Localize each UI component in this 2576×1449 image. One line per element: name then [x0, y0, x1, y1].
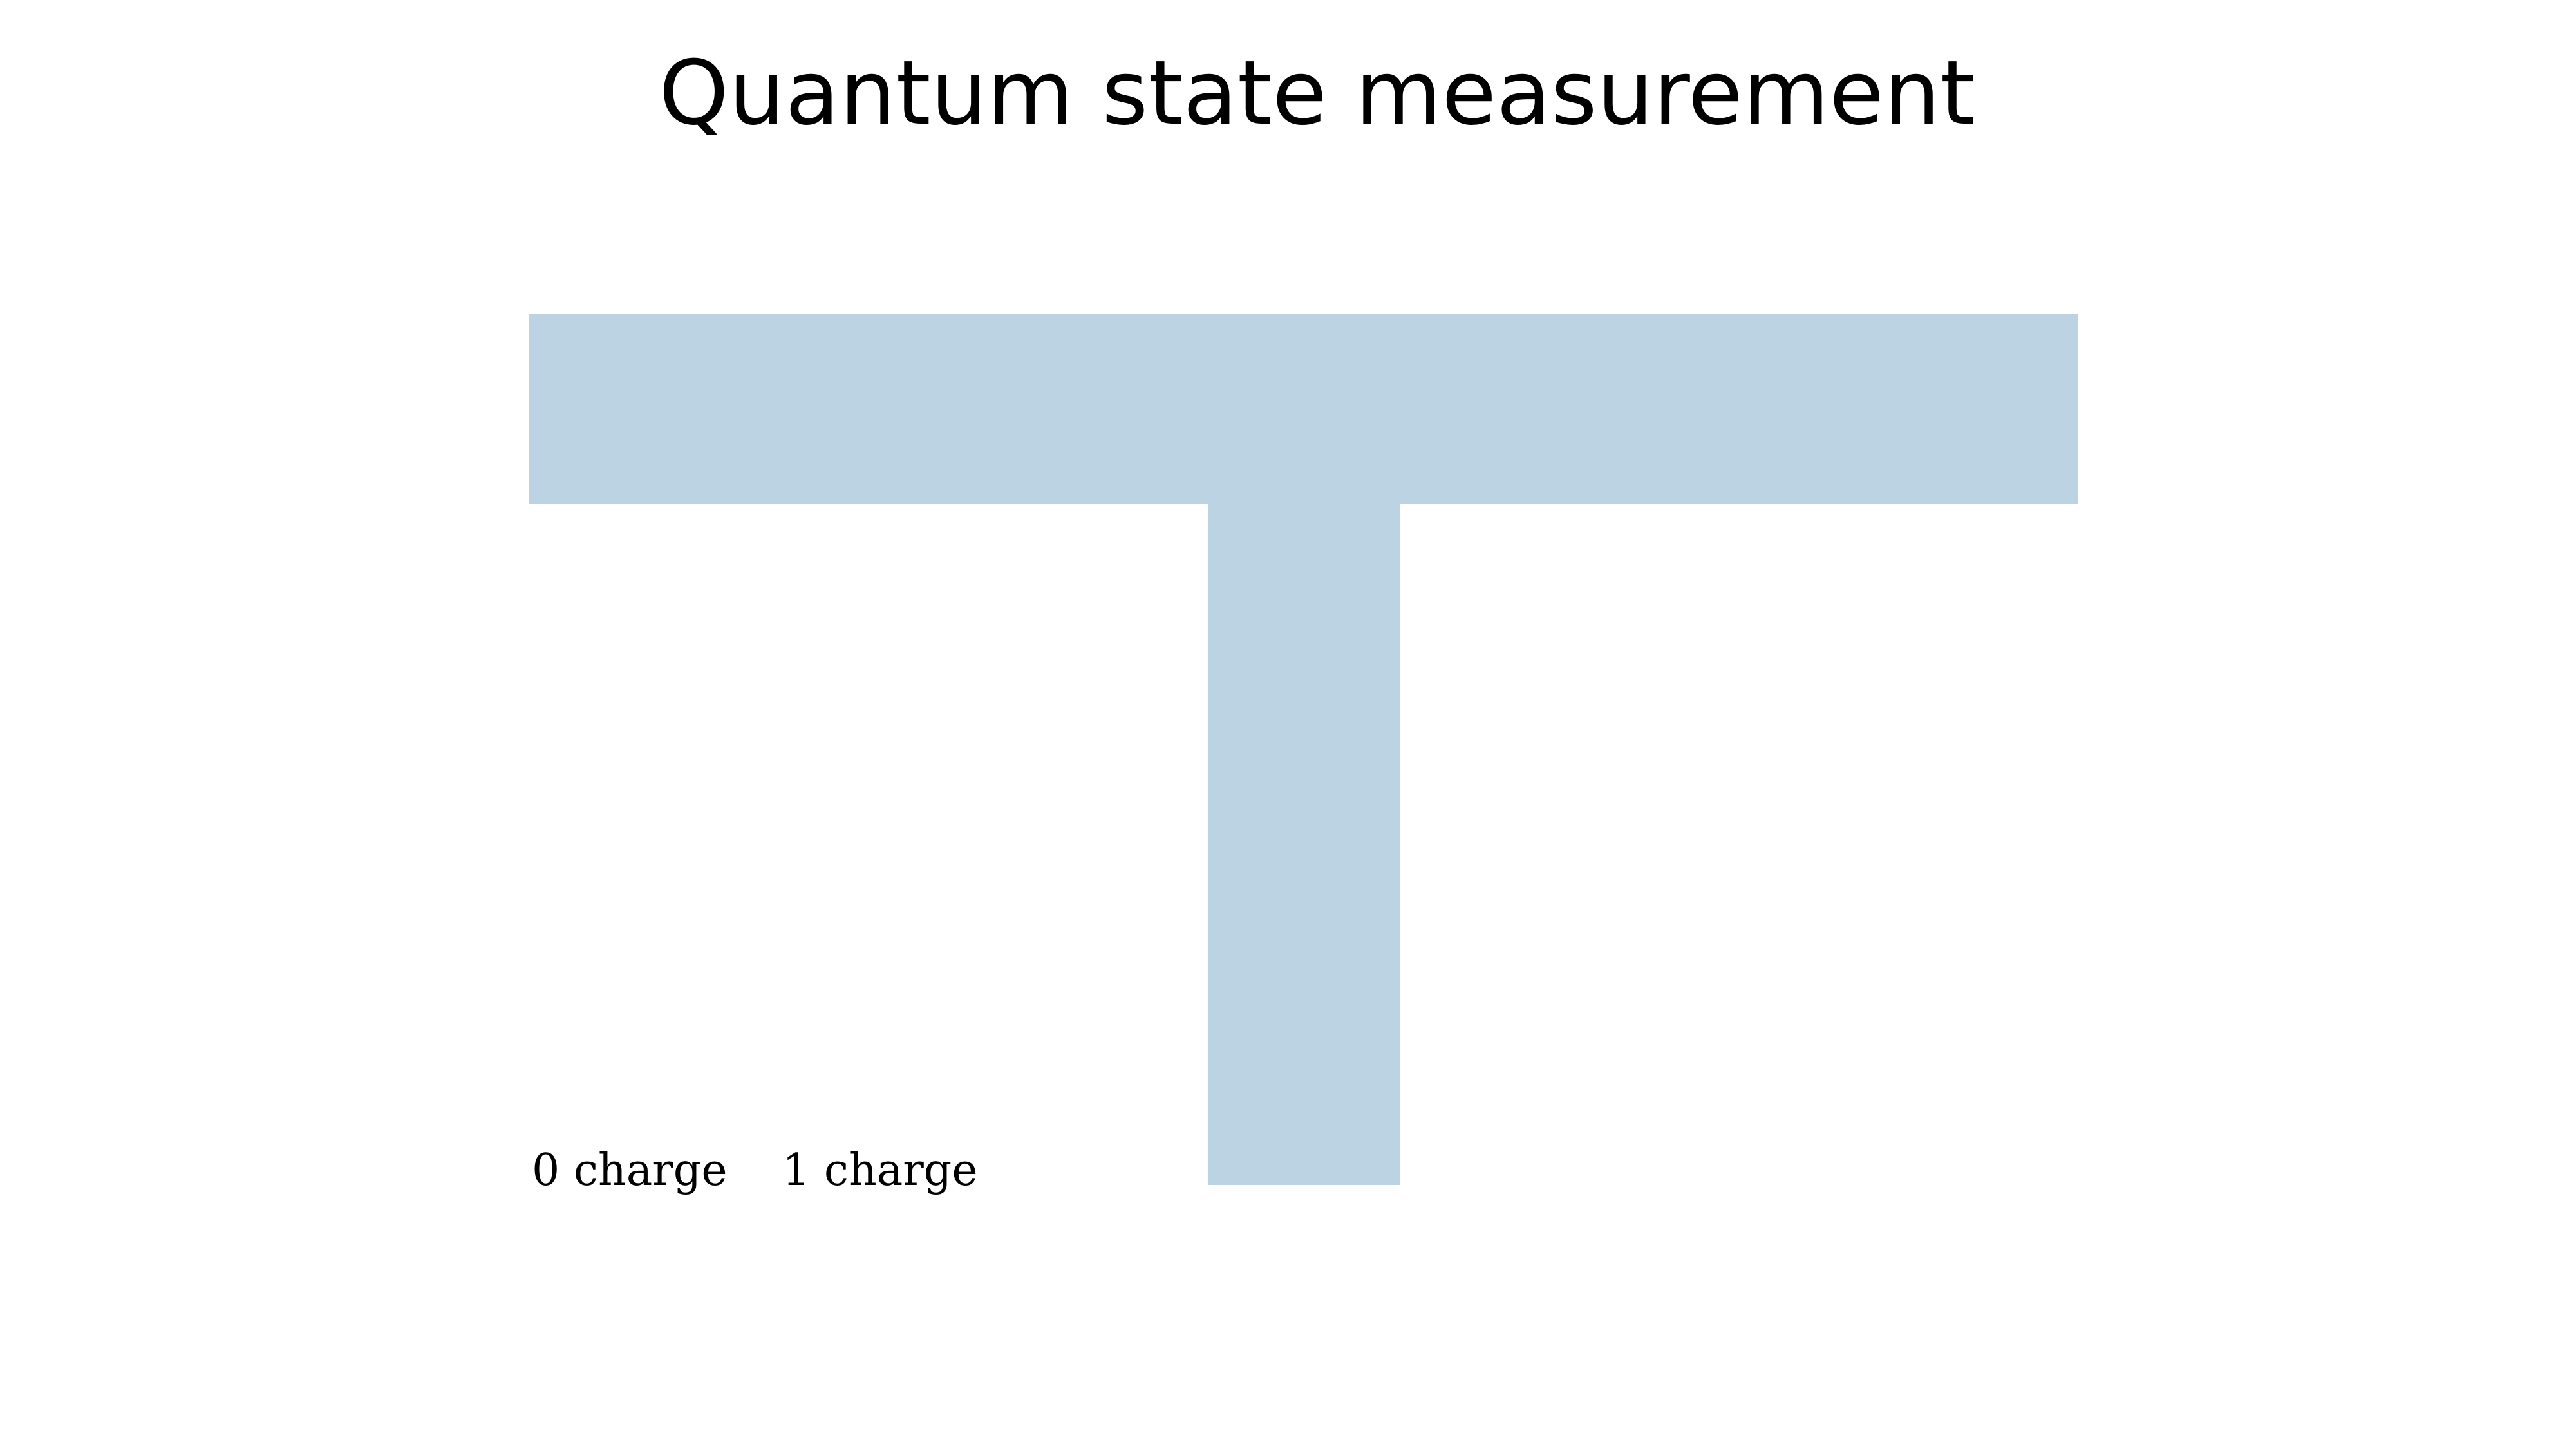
- slide-title: Quantum state measurement: [659, 41, 1975, 145]
- t-channel-stem: [1208, 502, 1400, 1185]
- label-zero-charge: 0 charge: [532, 1145, 728, 1196]
- label-one-charge: 1 charge: [782, 1145, 978, 1196]
- t-channel-top-bar: [529, 314, 2078, 504]
